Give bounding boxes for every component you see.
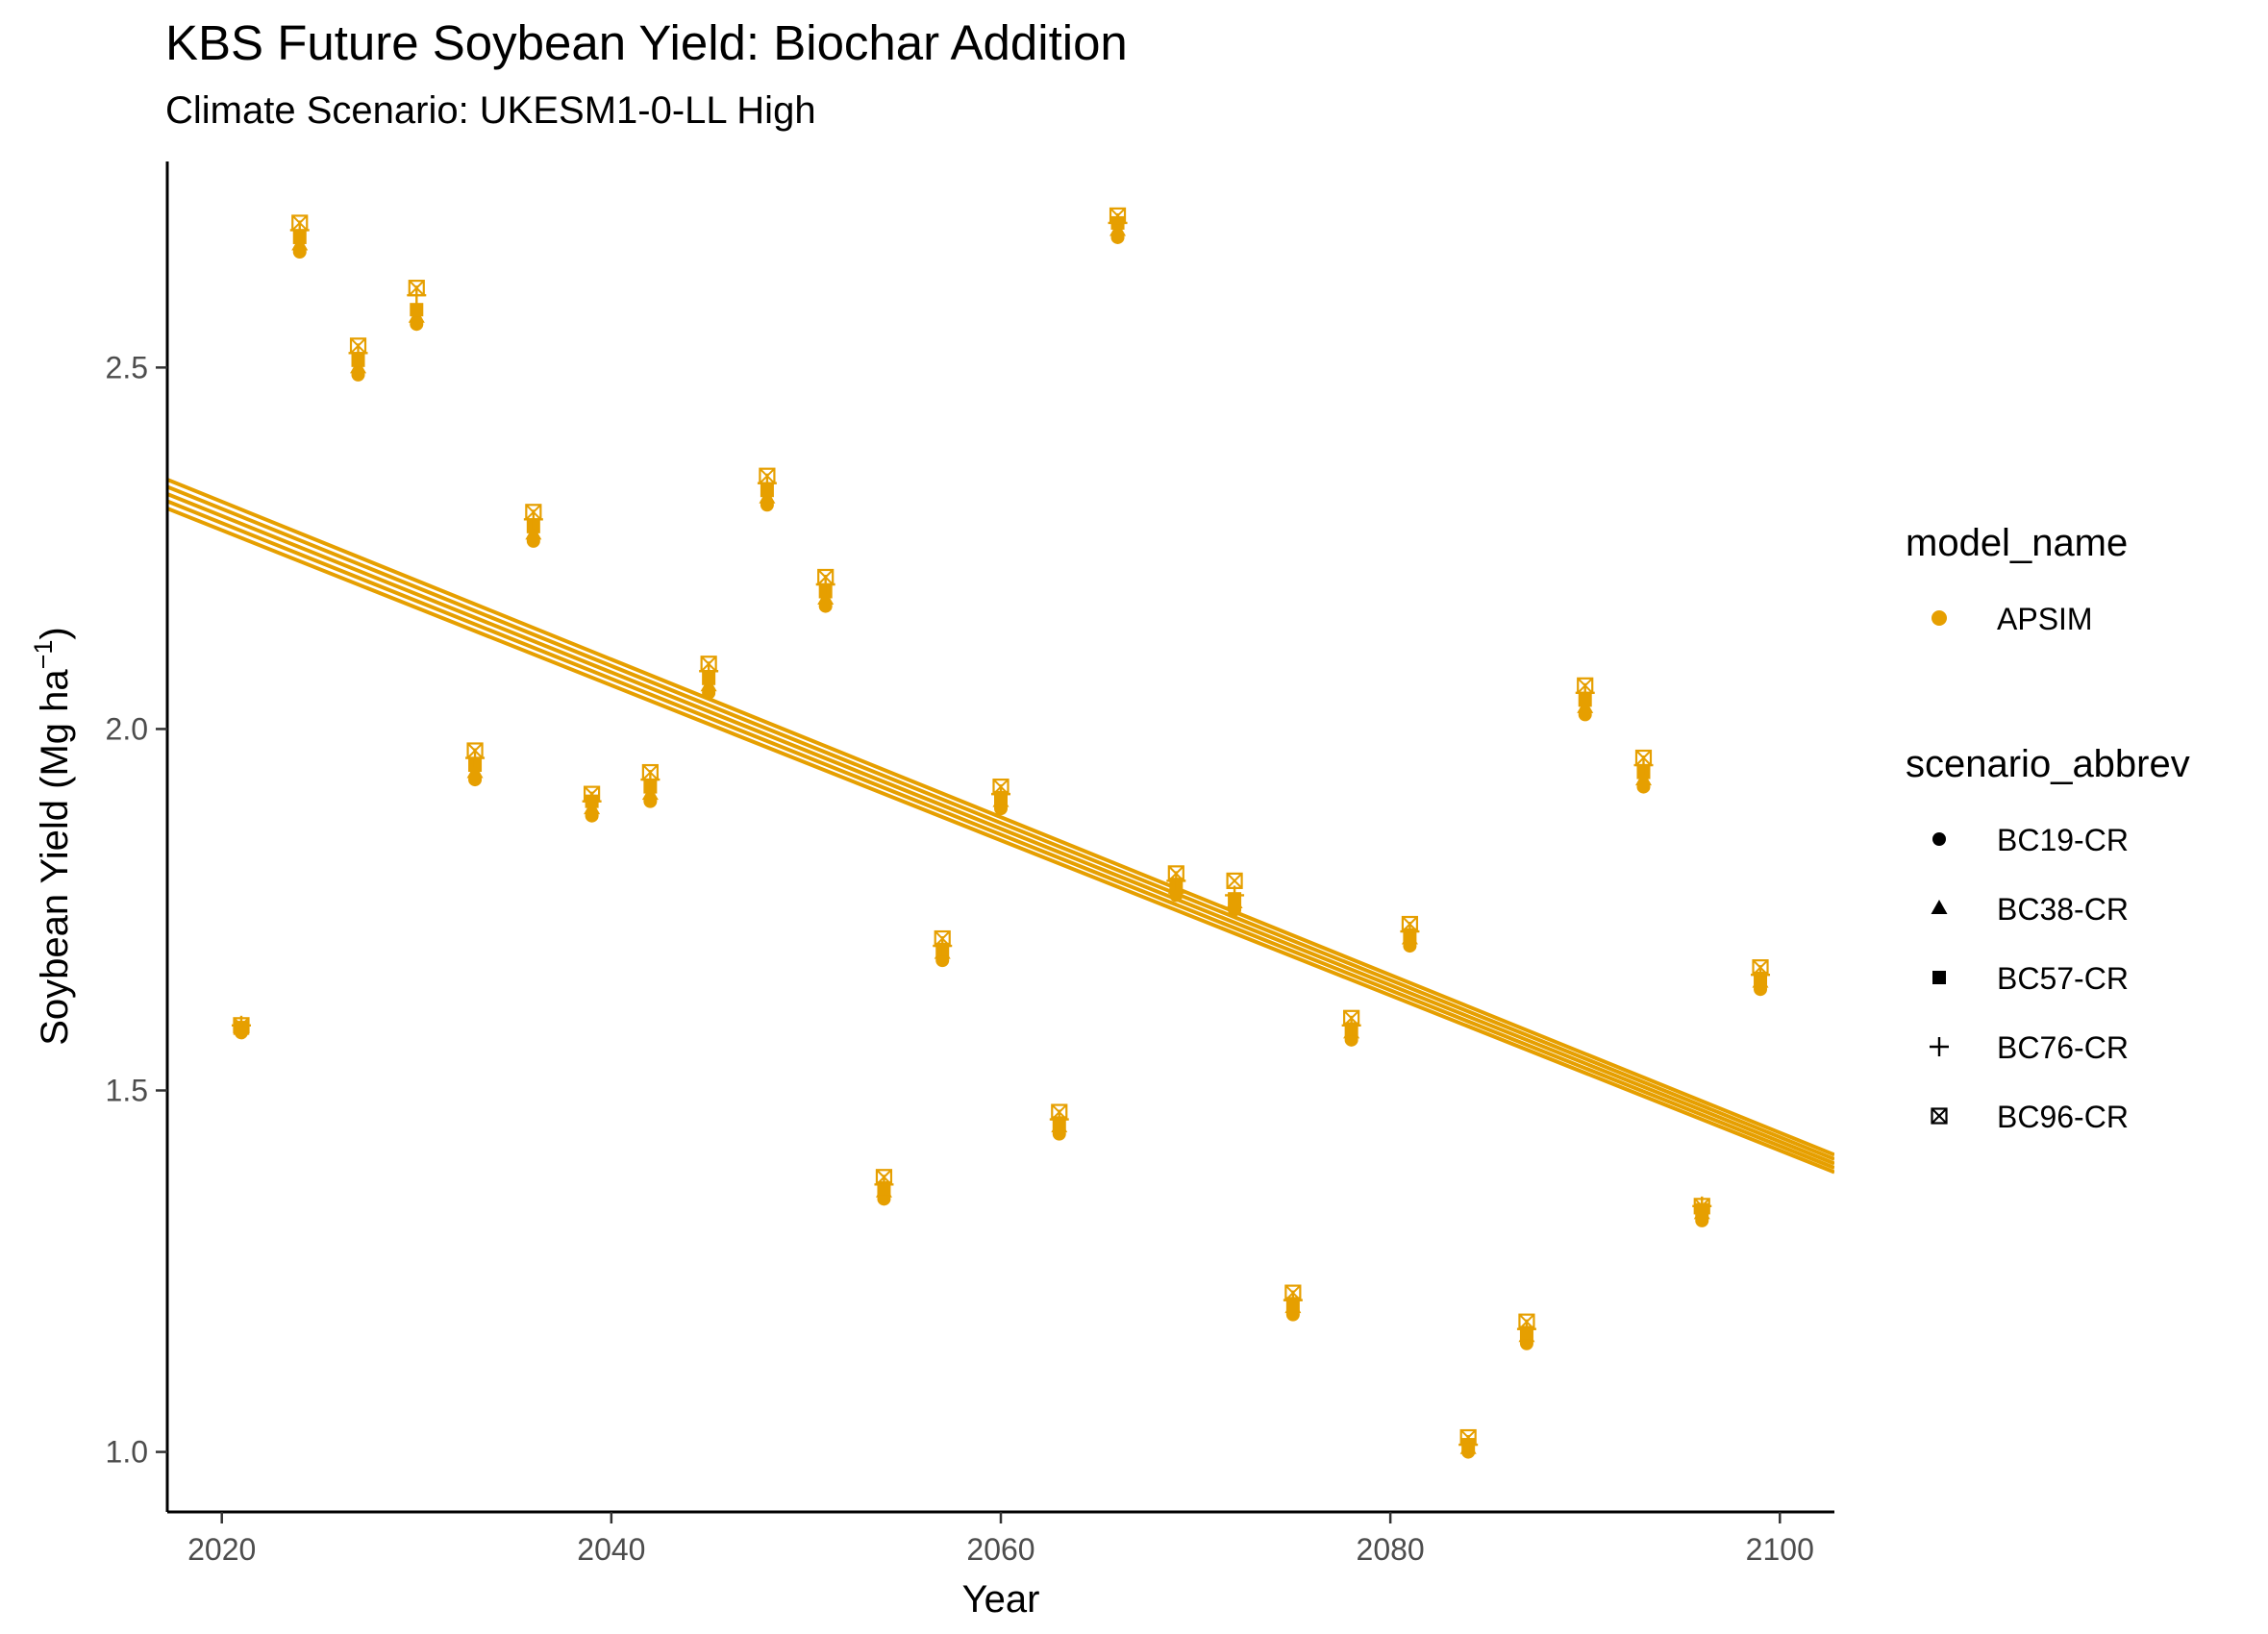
point-bc96-cr <box>700 656 717 673</box>
y-axis-title: Soybean Yield (Mg ha−1) <box>29 627 76 1046</box>
legend: model_name APSIM scenario_abbrev BC19-CR… <box>1906 522 2190 1134</box>
legend-key-bc19-cr <box>1932 832 1946 846</box>
legend-label-bc76: BC76-CR <box>1997 1030 2129 1065</box>
point-bc96-cr <box>817 568 835 586</box>
x-tick-label: 2080 <box>1357 1532 1425 1567</box>
y-axis-ticks: 1.0 1.5 2.0 2.5 <box>106 350 167 1470</box>
y-tick-label: 1.5 <box>106 1074 148 1108</box>
trend-line-bc96-cr <box>167 478 1834 1157</box>
y-axis-title-close: ) <box>34 627 76 639</box>
legend-key-bc38-cr <box>1931 900 1948 914</box>
point-bc96-cr <box>291 214 309 232</box>
point-bc96-cr <box>934 929 951 948</box>
legend-key-bc76-cr <box>1930 1037 1949 1056</box>
point-bc96-cr <box>1634 749 1653 767</box>
point-bc96-cr <box>1577 677 1594 694</box>
legend-label-bc38: BC38-CR <box>1997 892 2129 927</box>
legend-key-bc96-cr <box>1931 1107 1948 1125</box>
point-bc96-cr <box>1693 1198 1710 1215</box>
y-tick-label: 2.0 <box>106 711 148 746</box>
legend-title-scenario: scenario_abbrev <box>1906 743 2190 785</box>
legend-label-bc96: BC96-CR <box>1997 1100 2129 1134</box>
legend-scenario-keys <box>1930 832 1949 1125</box>
point-bc96-cr <box>349 337 367 355</box>
point-bc96-cr <box>525 504 542 521</box>
x-tick-label: 2020 <box>187 1532 256 1567</box>
point-bc96-cr <box>1167 865 1184 882</box>
chart-subtitle: Climate Scenario: UKESM1-0-LL High <box>165 89 816 132</box>
legend-label-bc57: BC57-CR <box>1997 961 2129 996</box>
point-bc96-cr <box>875 1169 893 1186</box>
point-bc96-cr <box>759 467 776 484</box>
point-bc96-cr <box>1284 1284 1302 1301</box>
x-axis-ticks: 2020 2040 2060 2080 2100 <box>187 1512 1814 1567</box>
trend-line-bc57-cr <box>167 492 1834 1166</box>
point-bc57-cr <box>410 303 424 317</box>
data-points <box>231 207 1771 1459</box>
x-tick-label: 2040 <box>577 1532 645 1567</box>
legend-label-apsim: APSIM <box>1997 602 2093 636</box>
point-bc96-cr <box>1226 872 1243 889</box>
point-bc96-cr <box>466 742 484 759</box>
legend-key-bc57-cr <box>1932 971 1946 984</box>
point-bc96-cr <box>1051 1103 1068 1121</box>
point-bc96-cr <box>992 779 1009 796</box>
point-bc96-cr <box>584 785 601 803</box>
chart-title: KBS Future Soybean Yield: Biochar Additi… <box>165 15 1128 70</box>
trend-line-bc19-cr <box>167 507 1834 1175</box>
legend-title-model: model_name <box>1906 522 2128 564</box>
point-bc96-cr <box>1109 207 1127 225</box>
trend-lines <box>167 478 1834 1175</box>
y-axis-title-superscript: −1 <box>29 640 58 670</box>
point-bc96-cr <box>233 1017 250 1034</box>
legend-key-apsim <box>1932 610 1947 626</box>
point-bc96-cr <box>408 280 425 297</box>
point-bc96-cr <box>1343 1009 1360 1027</box>
trend-line-bc38-cr <box>167 499 1834 1170</box>
point-bc96-cr <box>1518 1313 1535 1330</box>
legend-label-bc19: BC19-CR <box>1997 823 2129 857</box>
y-tick-label: 1.0 <box>106 1435 148 1470</box>
x-tick-label: 2100 <box>1746 1532 1814 1567</box>
point-bc96-cr <box>1459 1428 1477 1447</box>
y-tick-label: 2.5 <box>106 350 148 384</box>
point-bc96-cr <box>1752 959 1769 977</box>
y-axis-title-main: Soybean Yield (Mg ha <box>34 669 76 1046</box>
trend-line-bc76-cr <box>167 484 1834 1161</box>
x-axis-title: Year <box>962 1578 1040 1621</box>
plot-area <box>167 207 1834 1459</box>
point-bc96-cr <box>641 763 659 781</box>
point-bc96-cr <box>1401 915 1418 933</box>
x-tick-label: 2060 <box>966 1532 1034 1567</box>
